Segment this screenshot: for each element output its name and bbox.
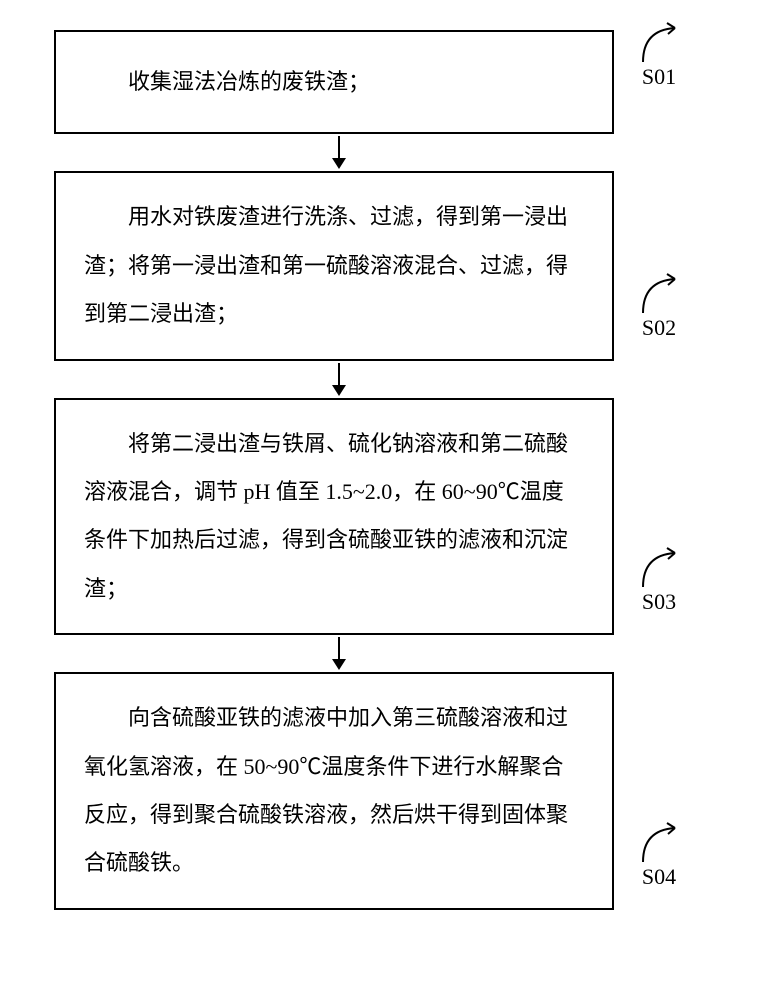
flowchart: 收集湿法冶炼的废铁渣； S01 用水对铁废渣进行洗涤、过滤，得到第一浸出渣；将第… (54, 30, 704, 910)
step-row-4: 向含硫酸亚铁的滤液中加入第三硫酸溶液和过氧化氢溶液，在 50~90℃温度条件下进… (54, 672, 704, 910)
step-row-1: 收集湿法冶炼的废铁渣； S01 (54, 30, 704, 134)
step-box-s04: 向含硫酸亚铁的滤液中加入第三硫酸溶液和过氧化氢溶液，在 50~90℃温度条件下进… (54, 672, 614, 910)
curve-arrow-icon (635, 820, 683, 868)
step-text-s01: 收集湿法冶炼的废铁渣； (128, 69, 370, 94)
label-wrap-s01: S01 (624, 20, 694, 90)
label-wrap-s02: S02 (624, 271, 694, 341)
curve-arrow-icon (635, 20, 683, 68)
down-arrow-icon (332, 136, 346, 169)
step-box-s01: 收集湿法冶炼的废铁渣； (54, 30, 614, 134)
curve-arrow-icon (635, 545, 683, 593)
step-text-s02: 用水对铁废渣进行洗涤、过滤，得到第一浸出渣；将第一浸出渣和第一硫酸溶液混合、过滤… (84, 204, 568, 326)
down-arrow-icon (332, 363, 346, 396)
label-wrap-s04: S04 (624, 820, 694, 890)
step-label-s04: S04 (642, 864, 676, 890)
step-text-s03: 将第二浸出渣与铁屑、硫化钠溶液和第二硫酸溶液混合，调节 pH 值至 1.5~2.… (84, 431, 568, 601)
step-box-s02: 用水对铁废渣进行洗涤、过滤，得到第一浸出渣；将第一浸出渣和第一硫酸溶液混合、过滤… (54, 171, 614, 360)
step-row-2: 用水对铁废渣进行洗涤、过滤，得到第一浸出渣；将第一浸出渣和第一硫酸溶液混合、过滤… (54, 171, 704, 360)
step-label-s01: S01 (642, 64, 676, 90)
step-label-s02: S02 (642, 315, 676, 341)
curve-arrow-icon (635, 271, 683, 319)
step-label-s03: S03 (642, 589, 676, 615)
step-text-s04: 向含硫酸亚铁的滤液中加入第三硫酸溶液和过氧化氢溶液，在 50~90℃温度条件下进… (84, 705, 568, 875)
label-wrap-s03: S03 (624, 545, 694, 615)
down-arrow-icon (332, 637, 346, 670)
step-box-s03: 将第二浸出渣与铁屑、硫化钠溶液和第二硫酸溶液混合，调节 pH 值至 1.5~2.… (54, 398, 614, 636)
step-row-3: 将第二浸出渣与铁屑、硫化钠溶液和第二硫酸溶液混合，调节 pH 值至 1.5~2.… (54, 398, 704, 636)
